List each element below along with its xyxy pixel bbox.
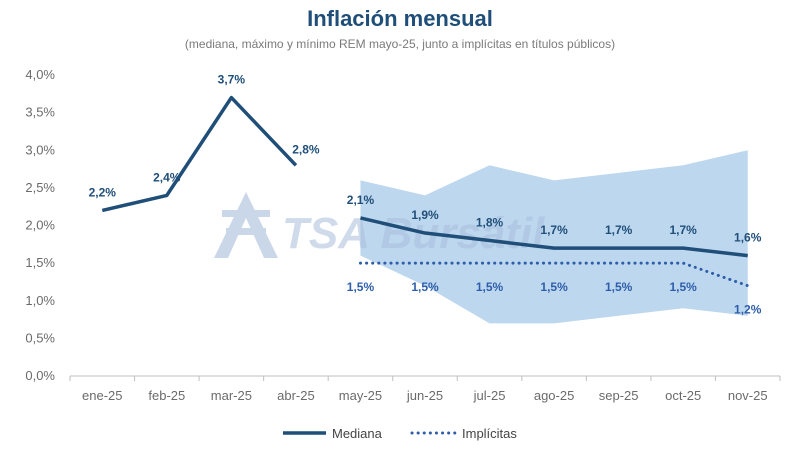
x-tick-label: sep-25: [599, 388, 639, 403]
implicitas-data-label: 1,5%: [476, 280, 504, 294]
legend-mediana-label: Mediana: [332, 426, 383, 441]
mediana-data-label: 1,6%: [734, 231, 762, 245]
chart-subtitle: (mediana, máximo y mínimo REM mayo-25, j…: [184, 37, 616, 51]
y-tick-label: 1,0%: [25, 293, 55, 308]
mediana-data-label: 1,8%: [476, 216, 504, 230]
mediana-historical-line: [101, 95, 298, 213]
y-tick-label: 0,0%: [25, 368, 55, 383]
mediana-data-label: 2,8%: [292, 142, 320, 156]
y-tick-label: 4,0%: [25, 67, 55, 82]
legend: Mediana Implícitas: [283, 426, 517, 441]
x-tick-label: ago-25: [534, 388, 574, 403]
implicitas-data-label: 1,5%: [670, 280, 698, 294]
y-tick-label: 3,5%: [25, 105, 55, 120]
implicitas-line: [358, 261, 750, 288]
axes: ene-25 feb-25 mar-25 abr-25 may-25 jun-25 jul-…: [25, 67, 781, 403]
mediana-data-label: 2,1%: [347, 193, 375, 207]
implicitas-data-label: 1,2%: [734, 303, 762, 317]
mediana-data-label: 1,9%: [411, 208, 439, 222]
watermark: TSA Bursátil: [214, 192, 545, 258]
x-tick-label: ene-25: [82, 388, 122, 403]
mediana-data-label: 1,7%: [670, 223, 698, 237]
mediana-data-label: 2,2%: [89, 185, 117, 199]
mediana-data-label: 2,4%: [153, 170, 181, 184]
legend-implicitas-label: Implícitas: [462, 426, 517, 441]
x-tick-label: feb-25: [148, 388, 185, 403]
rem-range-band-layer: [360, 150, 748, 324]
x-tick-label: abr-25: [277, 388, 315, 403]
y-tick-label: 2,5%: [25, 180, 55, 195]
watermark-text: TSA Bursátil: [282, 209, 545, 258]
implicitas-data-label: 1,5%: [411, 280, 439, 294]
rem-range-band: [360, 150, 748, 324]
mediana-forecast-line: [360, 216, 748, 258]
x-tick-label: may-25: [339, 388, 382, 403]
mediana-data-label: 1,7%: [605, 223, 633, 237]
x-tick-label: oct-25: [665, 388, 701, 403]
implicitas-data-label: 1,5%: [540, 280, 568, 294]
implicitas-data-label: 1,5%: [347, 280, 375, 294]
mediana-data-label: 1,7%: [540, 223, 568, 237]
y-tick-label: 3,0%: [25, 142, 55, 157]
mediana-data-label: 3,7%: [218, 73, 246, 87]
y-tick-label: 2,0%: [25, 218, 55, 233]
x-tick-label: mar-25: [211, 388, 252, 403]
y-tick-label: 1,5%: [25, 255, 55, 270]
series-layer: [101, 95, 750, 288]
x-tick-label: nov-25: [728, 388, 768, 403]
tsa-logo-icon: [214, 192, 278, 258]
x-tick-label: jun-25: [406, 388, 443, 403]
x-tick-label: jul-25: [473, 388, 506, 403]
y-tick-label: 0,5%: [25, 330, 55, 345]
chart-title: Inflación mensual: [307, 6, 493, 31]
data-labels: 2,2% 2,4% 3,7% 2,8% 2,1% 1,9% 1,8% 1,7% 1,7% 1,7%…: [89, 73, 762, 317]
implicitas-data-label: 1,5%: [605, 280, 633, 294]
